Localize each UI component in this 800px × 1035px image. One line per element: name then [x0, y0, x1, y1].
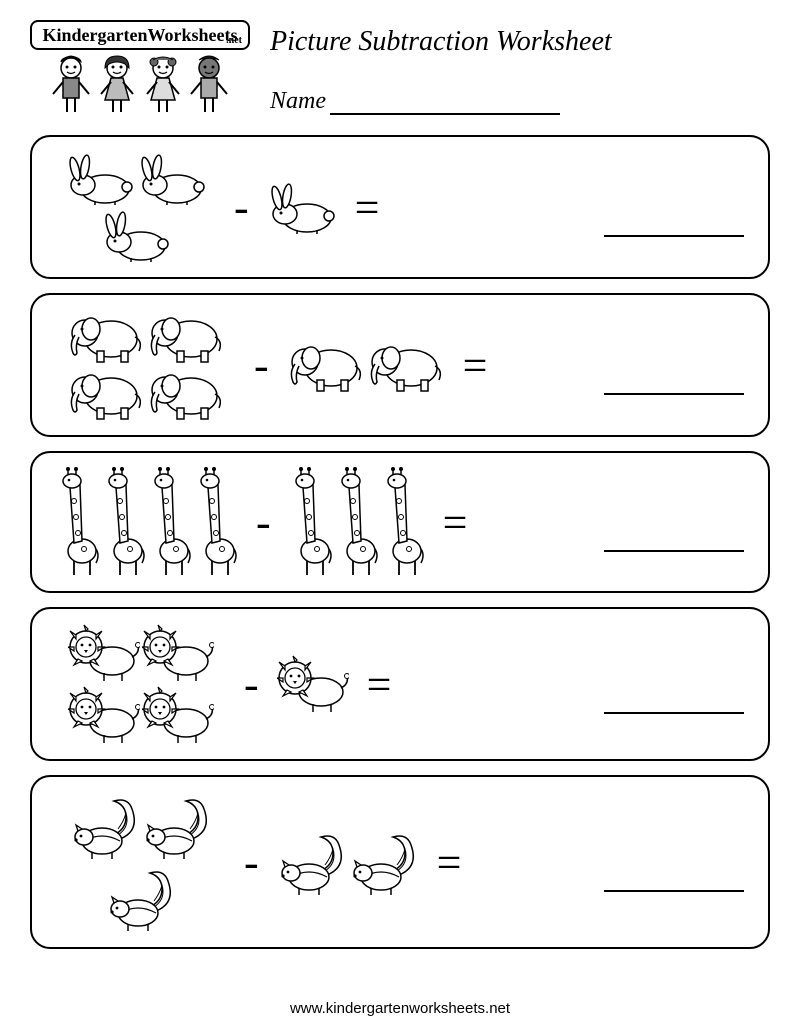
answer-input-line[interactable] — [604, 365, 744, 395]
equals-operator: = — [337, 182, 398, 233]
answer-input-line[interactable] — [604, 522, 744, 552]
elephant-icon — [147, 366, 225, 421]
giraffe-icon — [335, 467, 379, 577]
name-field: Name — [270, 88, 770, 115]
lion-icon — [142, 685, 214, 745]
giraffe-icon — [148, 467, 192, 577]
logo-line2: Worksheets — [148, 25, 238, 45]
skunk-icon — [277, 827, 347, 897]
giraffe-icon — [102, 467, 146, 577]
elephant-icon — [287, 338, 365, 393]
elephant-group — [287, 338, 445, 393]
kid-icon — [95, 54, 139, 114]
elephant-icon — [147, 309, 225, 364]
minus-operator: - — [216, 182, 267, 233]
equals-operator: = — [419, 837, 480, 888]
name-label: Name — [270, 88, 326, 114]
lion-icon — [142, 623, 214, 683]
skunk-icon — [70, 791, 140, 861]
skunk-group — [56, 791, 226, 933]
elephant-group — [56, 309, 236, 421]
answer-input-line[interactable] — [604, 862, 744, 892]
equals-operator: = — [349, 659, 410, 710]
lion-group — [277, 654, 349, 714]
equals-operator: = — [425, 497, 486, 548]
title-area: Picture Subtraction Worksheet Name — [270, 20, 770, 115]
problem-row: - = — [30, 775, 770, 949]
footer-url: www.kindergartenworksheets.net — [0, 1000, 800, 1017]
giraffe-icon — [194, 467, 238, 577]
lion-icon — [277, 654, 349, 714]
kid-icon — [49, 54, 93, 114]
problem-row: - = — [30, 293, 770, 437]
bunny-icon — [267, 180, 337, 235]
lion-group — [56, 623, 226, 745]
bunny-group — [56, 151, 216, 263]
skunk-group — [277, 827, 419, 897]
lion-icon — [68, 623, 140, 683]
elephant-icon — [67, 366, 145, 421]
giraffe-group — [56, 467, 238, 577]
lion-icon — [68, 685, 140, 745]
problem-row: - = — [30, 607, 770, 761]
answer-input-line[interactable] — [604, 207, 744, 237]
skunk-icon — [349, 827, 419, 897]
minus-operator: - — [236, 340, 287, 391]
header: KindergartenWorksheets .net — [30, 20, 770, 115]
minus-operator: - — [226, 837, 277, 888]
minus-operator: - — [238, 497, 289, 548]
giraffe-group — [289, 467, 425, 577]
minus-operator: - — [226, 659, 277, 710]
giraffe-icon — [381, 467, 425, 577]
skunk-icon — [142, 791, 212, 861]
elephant-icon — [67, 309, 145, 364]
problem-row: - = — [30, 135, 770, 279]
bunny-group — [267, 180, 337, 235]
logo-kids-row — [30, 54, 250, 114]
equals-operator: = — [445, 340, 506, 391]
page-title: Picture Subtraction Worksheet — [270, 26, 770, 58]
bunny-icon — [65, 151, 135, 206]
name-input-line[interactable] — [330, 113, 560, 115]
logo-line1: Kindergarten — [43, 25, 148, 45]
logo-text: KindergartenWorksheets .net — [30, 20, 250, 50]
problem-row: - = — [30, 451, 770, 593]
elephant-icon — [367, 338, 445, 393]
logo: KindergartenWorksheets .net — [30, 20, 250, 114]
giraffe-icon — [289, 467, 333, 577]
problems-list: - = - = — [30, 135, 770, 949]
bunny-icon — [101, 208, 171, 263]
kid-icon — [141, 54, 185, 114]
kid-icon — [187, 54, 231, 114]
logo-suffix: .net — [226, 36, 242, 46]
bunny-icon — [137, 151, 207, 206]
skunk-icon — [106, 863, 176, 933]
giraffe-icon — [56, 467, 100, 577]
answer-input-line[interactable] — [604, 684, 744, 714]
